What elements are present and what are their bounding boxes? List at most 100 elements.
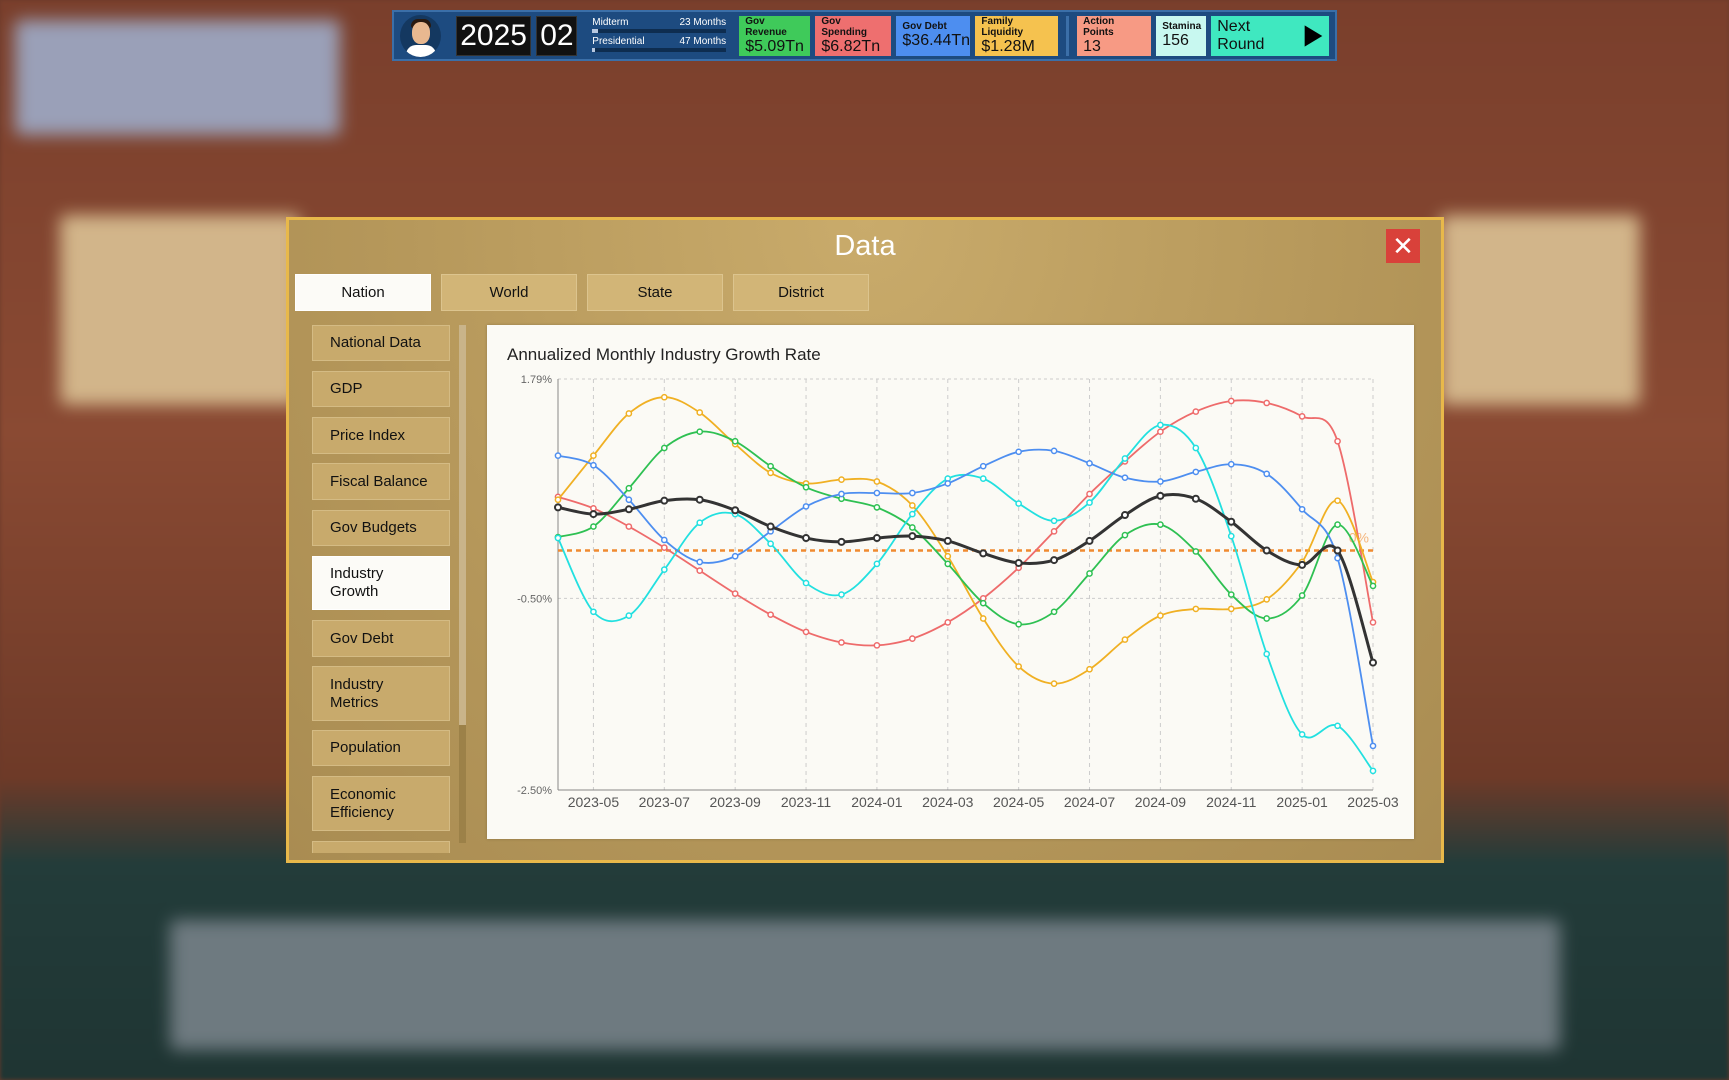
data-point [1157,478,1164,485]
sidebar-scrollbar[interactable] [459,325,466,843]
sidebar-item-industry-metrics[interactable]: Industry Metrics [312,666,450,721]
sidebar-item-price-index[interactable]: Price Index [312,417,450,454]
sidebar-item-gov-budgets[interactable]: Gov Budgets [312,510,450,546]
sidebar-item-economic-efficiency[interactable]: Economic Efficiency [312,776,450,831]
sidebar-item-gdp[interactable]: GDP [312,371,450,407]
sidebar-item-fiscal-balance[interactable]: Fiscal Balance [312,463,450,500]
data-point [625,612,633,619]
sidebar-item-gov-debt[interactable]: Gov Debt [312,620,450,657]
gov-spending-stat[interactable]: Gov Spending $6.82Tn [815,15,892,56]
data-point [590,452,597,459]
scrollbar-thumb[interactable] [459,325,466,725]
data-point [695,495,704,504]
data-point [1015,620,1023,628]
data-point [1298,505,1306,513]
year-display: 2025 [455,15,532,56]
data-point [767,469,774,477]
data-point [944,480,952,487]
x-tick-label: 2024-07 [1064,794,1116,810]
data-point [944,618,952,626]
data-point [1120,511,1129,520]
sidebar-item-population[interactable]: Population [312,730,450,766]
data-point [1050,556,1059,565]
tab-district[interactable]: District [733,274,869,311]
data-point [1369,582,1377,590]
data-point [554,496,562,504]
presidential-label: Presidential [592,35,645,47]
data-point [979,599,987,607]
data-point [660,536,668,544]
divider [1066,15,1070,56]
data-point [979,615,987,622]
data-point [944,552,952,560]
data-point [1227,591,1235,598]
data-point [1192,548,1200,555]
data-point [1298,413,1306,420]
sidebar-item-national-data[interactable]: National Data [312,325,450,361]
data-point [908,635,916,642]
data-point [1262,546,1271,555]
data-point [660,393,668,401]
data-point [1157,428,1164,436]
data-point [1369,658,1377,667]
data-point [696,428,704,436]
stamina-stat[interactable]: Stamina 156 [1156,15,1207,56]
sidebar-item-industry-growth[interactable]: Industry Growth [312,556,450,610]
data-point [1086,499,1093,506]
tab-state[interactable]: State [587,274,723,311]
stat-label: Gov Revenue [745,15,787,38]
data-point [1227,460,1235,468]
data-point [589,510,598,519]
midterm-label: Midterm [592,16,629,28]
data-point [1263,650,1271,658]
data-point [1050,447,1058,455]
series-line [557,396,1374,685]
data-point [696,519,704,527]
stat-label: Family Liquidity [981,15,1024,38]
next-round-button[interactable]: Next Round [1211,15,1329,56]
stat-value: $1.28M [981,37,1035,55]
data-point [908,510,916,518]
data-point [802,503,810,510]
data-point [1298,592,1306,599]
stat-value: $5.09Tn [745,37,804,55]
data-point [944,560,952,568]
sidebar-item-more[interactable] [312,841,450,853]
data-point [1369,767,1377,775]
family-liquidity-stat[interactable]: Family Liquidity $1.28M [975,15,1059,56]
gov-debt-stat[interactable]: Gov Debt $36.44Tn [896,15,971,56]
close-button[interactable]: ✕ [1386,229,1420,263]
data-point [943,536,952,545]
tab-world[interactable]: World [441,274,577,311]
y-tick-label: -2.50% [517,785,552,797]
data-point [625,484,633,492]
data-point [1015,663,1023,670]
data-point [873,504,881,511]
data-point [767,611,774,619]
action-points-stat[interactable]: Action Points 13 [1077,15,1152,56]
y-tick-label: -0.50% [517,593,552,605]
data-point [625,523,633,530]
stat-label: Gov Spending [821,15,867,38]
data-point [1263,470,1271,478]
gov-revenue-stat[interactable]: Gov Revenue $5.09Tn [739,15,811,56]
data-point [1121,474,1129,482]
x-tick-label: 2024-03 [922,794,974,810]
avatar[interactable] [400,14,441,57]
data-point [696,558,704,566]
data-point [1157,521,1164,528]
data-point [873,478,881,485]
series-line [557,423,1374,772]
data-point [1156,491,1165,500]
data-point [1334,521,1341,528]
tab-nation[interactable]: Nation [295,274,431,311]
data-point [802,534,811,543]
data-point [1263,399,1271,407]
x-tick-label: 2023-09 [709,794,761,810]
data-point [1086,665,1093,673]
data-point [1050,680,1058,688]
data-point [1157,612,1164,619]
data-point [590,461,597,469]
data-point [1227,517,1236,526]
data-point [660,496,669,505]
